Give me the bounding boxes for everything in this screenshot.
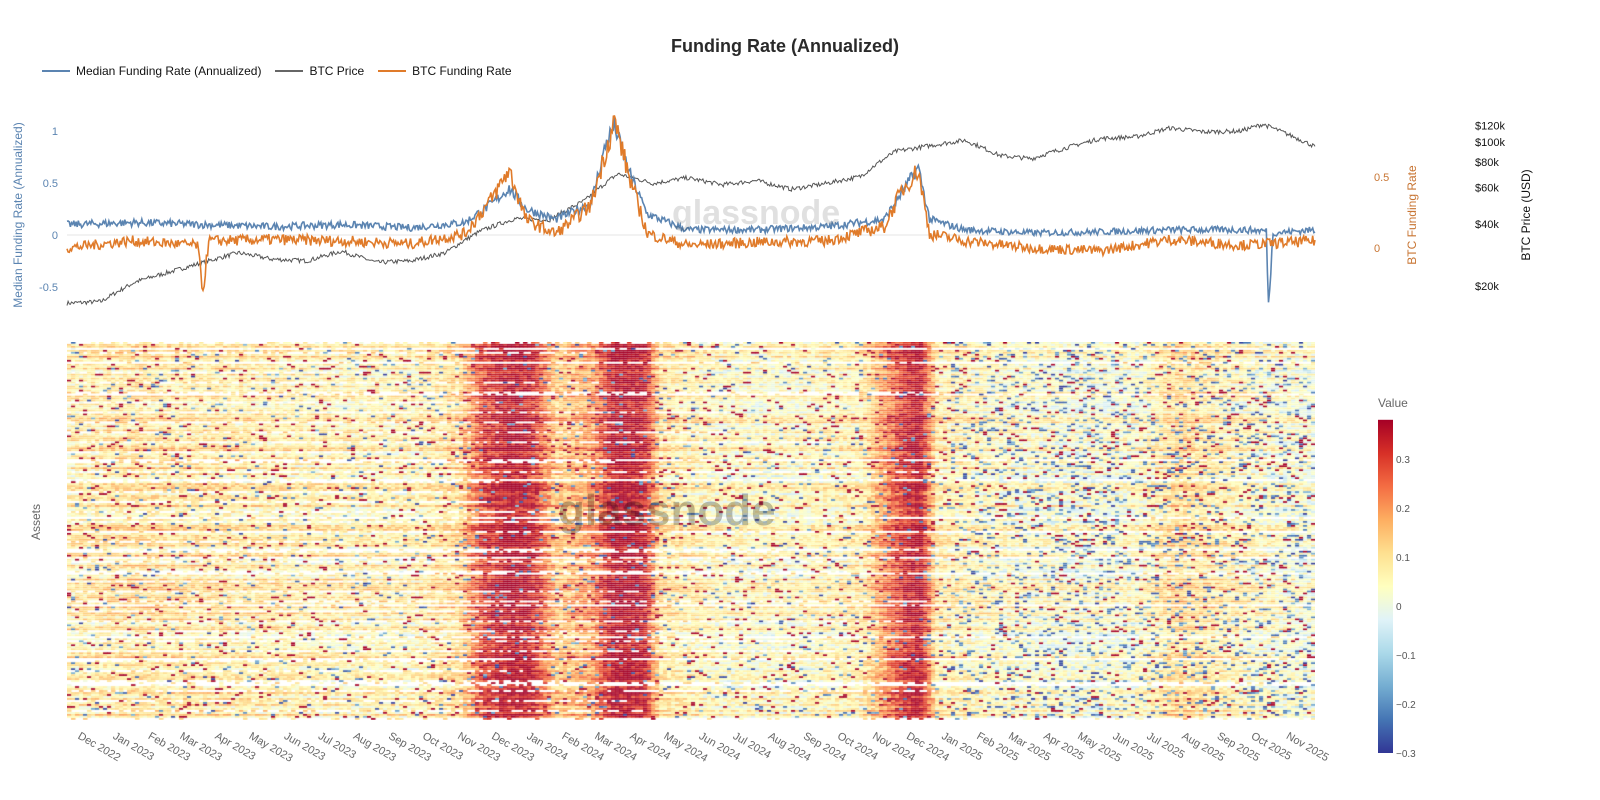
price-tick-label: $80k (1475, 157, 1499, 169)
price-tick-label: $120k (1475, 121, 1505, 133)
legend-swatch (378, 70, 407, 72)
left-tick-label: 1 (52, 126, 58, 138)
legend-label: BTC Funding Rate (412, 64, 512, 78)
legend-swatch (275, 70, 304, 72)
watermark: glassnode (558, 486, 776, 535)
chart-title: Funding Rate (Annualized) (671, 36, 899, 56)
heatmap-canvas (67, 342, 1315, 720)
x-tick-label: Nov 2025 (1284, 730, 1331, 764)
colorbar-tick-label: −0.1 (1396, 651, 1416, 662)
left-tick-label: 0.5 (43, 178, 58, 190)
price-tick-label: $60k (1475, 183, 1499, 195)
colorbar-tick-label: 0.2 (1396, 504, 1410, 515)
colorbar-tick-label: 0 (1396, 602, 1402, 613)
colorbar-tick-label: 0.1 (1396, 553, 1410, 564)
legend-swatch (42, 70, 70, 72)
right-axis-title: BTC Funding Rate (1405, 165, 1419, 265)
colorbar-title: Value (1378, 396, 1408, 410)
series-line-median-funding-rate-annualized- (66, 116, 1316, 303)
colorbar-tick-label: −0.3 (1396, 749, 1416, 760)
left-axis-title: Median Funding Rate (Annualized) (11, 122, 25, 307)
series-line-btc-price (66, 123, 1316, 306)
watermark: glassnode (672, 194, 840, 232)
price-tick-label: $20k (1475, 281, 1499, 293)
legend-label: BTC Price (309, 64, 365, 78)
price-tick-label: $40k (1475, 219, 1499, 231)
legend-item-btc-price[interactable]: BTC Price (275, 64, 364, 78)
legend: Median Funding Rate (Annualized) BTC Pri… (42, 64, 512, 78)
right-tick-label: 0.5 (1374, 172, 1389, 184)
legend-label: Median Funding Rate (Annualized) (76, 64, 262, 78)
colorbar-tick-label: 0.3 (1396, 455, 1410, 466)
heatmap-y-title: Assets (29, 504, 43, 540)
colorbar (1378, 419, 1393, 753)
price-axis-title: BTC Price (USD) (1519, 169, 1533, 260)
colorbar-tick-label: −0.2 (1396, 700, 1416, 711)
series-line-btc-funding-rate (66, 115, 1316, 293)
legend-item-median[interactable]: Median Funding Rate (Annualized) (42, 64, 261, 78)
left-tick-label: 0 (52, 230, 58, 242)
legend-item-btc-funding[interactable]: BTC Funding Rate (378, 64, 512, 78)
right-tick-label: 0 (1374, 243, 1380, 255)
left-tick-label: -0.5 (39, 282, 58, 294)
price-tick-label: $100k (1475, 137, 1505, 149)
